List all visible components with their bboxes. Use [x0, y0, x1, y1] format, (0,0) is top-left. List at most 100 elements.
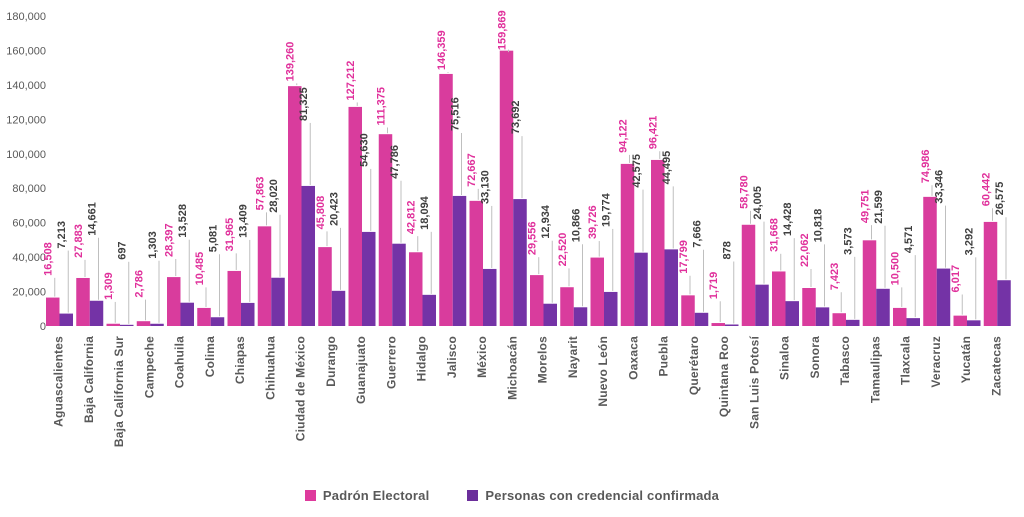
value-label: 57,863: [254, 177, 266, 211]
bar-padron-electoral: [772, 271, 786, 326]
legend: Padrón Electoral Personas con credencial…: [0, 488, 1024, 503]
bar-credencial-confirmada: [694, 312, 709, 326]
bar-credencial-confirmada: [392, 243, 406, 326]
value-label: 1,719: [708, 272, 720, 300]
legend-item-padron-electoral: Padrón Electoral: [304, 488, 430, 503]
value-label: 39,726: [587, 205, 599, 239]
value-label: 28,397: [164, 223, 176, 257]
bar-credencial-confirmada: [362, 231, 376, 326]
bar-credencial-confirmada: [241, 302, 255, 326]
bar-padron-electoral: [893, 307, 907, 326]
value-label: 54,630: [359, 133, 371, 167]
legend-label-credencial: Personas con credencial confirmada: [485, 488, 720, 503]
x-axis-label: Querétaro: [687, 336, 701, 395]
value-label: 42,575: [631, 154, 643, 188]
y-axis-tick-label: 160,000: [6, 45, 46, 57]
value-label: 96,421: [648, 116, 660, 150]
bar-padron-electoral: [953, 315, 967, 326]
value-label: 146,359: [436, 30, 448, 70]
value-label: 14,428: [782, 202, 794, 236]
y-axis-tick-label: 80,000: [12, 183, 46, 195]
bar-credencial-confirmada: [150, 323, 164, 326]
bar-credencial-confirmada: [664, 249, 678, 326]
x-axis-label: Puebla: [657, 336, 671, 377]
x-axis-label: Aguascalientes: [52, 336, 66, 427]
value-label: 81,325: [298, 87, 310, 121]
value-label: 94,122: [617, 119, 629, 153]
bar-padron-electoral: [590, 257, 604, 326]
value-label: 2,786: [133, 270, 145, 298]
value-label: 22,062: [799, 233, 811, 267]
bar-padron-electoral: [741, 224, 756, 326]
x-axis-label: Zacatecas: [989, 336, 1003, 396]
bar-credencial-confirmada: [422, 294, 436, 326]
bar-padron-electoral: [167, 277, 181, 326]
value-label: 1,309: [103, 272, 115, 300]
x-axis-label: Durango: [324, 336, 338, 387]
x-axis-label: Guerrero: [384, 336, 398, 389]
y-axis-tick-label: 0: [40, 321, 46, 333]
x-axis-label: Quintana Roo: [717, 336, 731, 417]
value-label: 111,375: [375, 87, 387, 126]
y-axis-tick-label: 180,000: [6, 11, 46, 23]
value-label: 49,751: [859, 190, 871, 224]
bar-padron-electoral: [681, 295, 695, 326]
x-axis-label: Yucatán: [959, 336, 973, 383]
value-label: 22,520: [557, 233, 569, 267]
bar-credencial-confirmada: [89, 300, 104, 326]
value-label: 60,442: [980, 173, 992, 207]
value-label: 127,212: [345, 61, 357, 101]
bar-credencial-confirmada: [785, 301, 799, 326]
value-label: 7,666: [691, 220, 703, 248]
value-label: 12,934: [540, 204, 552, 239]
x-axis-label: Tamaulipas: [868, 336, 882, 403]
legend-item-credencial-confirmada: Personas con credencial confirmada: [467, 488, 719, 503]
bar-padron-electoral: [862, 240, 877, 326]
bar-credencial-confirmada: [483, 268, 497, 326]
value-label: 58,780: [738, 175, 750, 209]
value-label: 10,818: [812, 209, 824, 243]
bar-padron-electoral: [530, 275, 544, 326]
x-axis-label: Colima: [203, 336, 217, 377]
value-label: 31,668: [769, 218, 781, 252]
bar-padron-electoral: [832, 313, 846, 326]
bar-padron-electoral: [409, 252, 423, 326]
x-axis-label: Oaxaca: [626, 336, 640, 380]
bar-padron-electoral: [288, 86, 302, 326]
value-label: 29,556: [527, 222, 539, 256]
value-label: 7,423: [829, 263, 841, 291]
x-axis-label: Campeche: [142, 336, 156, 398]
bar-padron-electoral: [620, 163, 635, 326]
x-axis-label: México: [475, 336, 489, 378]
x-axis-label: San Luis Potosí: [747, 336, 761, 429]
x-axis-label: Morelos: [536, 336, 550, 384]
value-label: 139,260: [285, 42, 297, 82]
legend-label-padron: Padrón Electoral: [322, 488, 430, 503]
value-label: 13,409: [238, 204, 250, 238]
bar-credencial-confirmada: [936, 268, 951, 326]
value-label: 16,508: [43, 242, 55, 276]
value-label: 33,346: [933, 170, 945, 204]
value-label: 24,005: [752, 186, 764, 220]
bar-credencial-confirmada: [604, 291, 618, 326]
bar-padron-electoral: [348, 106, 362, 326]
bar-credencial-confirmada: [271, 277, 285, 326]
value-label: 47,786: [389, 145, 401, 179]
y-axis-tick-label: 20,000: [12, 287, 46, 299]
bar-padron-electoral: [983, 221, 998, 326]
y-axis-tick-label: 120,000: [6, 114, 46, 126]
x-axis-label: Ciudad de México: [294, 336, 308, 441]
bar-padron-electoral: [227, 270, 241, 326]
bar-credencial-confirmada: [452, 195, 467, 326]
x-axis-label: Nuevo León: [596, 336, 610, 407]
bar-credencial-confirmada: [543, 303, 557, 326]
x-axis-label: Hidalgo: [415, 336, 429, 381]
value-label: 73,692: [510, 100, 522, 134]
bar-padron-electoral: [318, 247, 332, 326]
value-label: 3,573: [843, 227, 855, 255]
x-axis-label: Coahuila: [173, 336, 187, 388]
bar-padron-electoral: [439, 73, 453, 326]
legend-swatch-padron-icon: [304, 490, 316, 501]
